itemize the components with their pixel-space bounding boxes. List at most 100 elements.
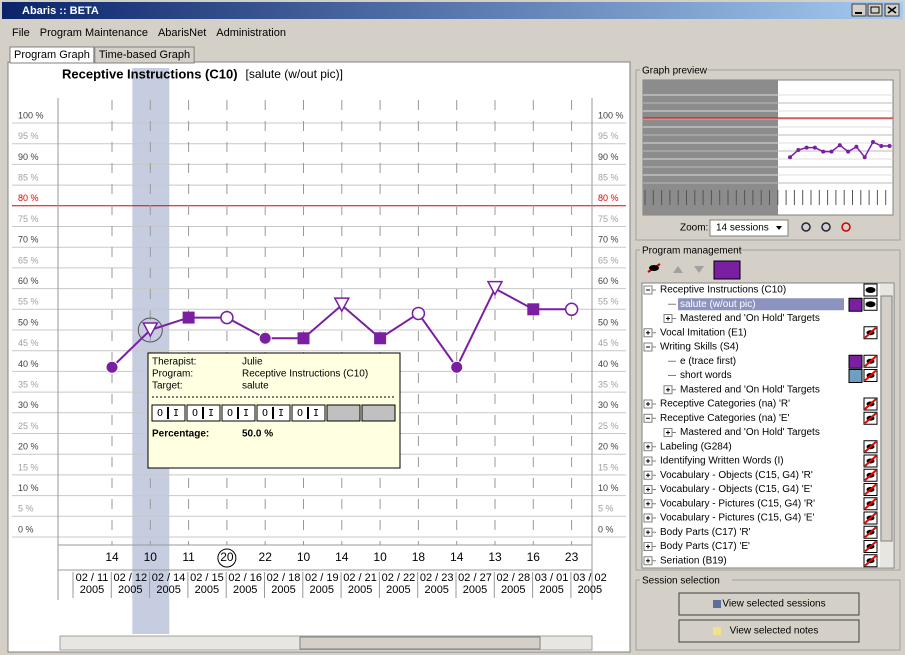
y-tick-label: 5 % (18, 504, 34, 514)
item-cross[interactable] (864, 498, 877, 510)
tool-eye[interactable] (649, 265, 659, 271)
tree-item[interactable]: Vocabulary - Pictures (C15, G4) 'R' (660, 498, 815, 509)
tree-item[interactable]: Body Parts (C17) 'E' (660, 541, 750, 552)
button[interactable] (678, 619, 860, 643)
group-title-bg (640, 65, 708, 75)
tree-item[interactable]: short words (680, 370, 732, 381)
tab[interactable] (94, 46, 195, 64)
item-cross[interactable] (864, 483, 877, 496)
button-icon[interactable] (713, 627, 721, 635)
y-tick-label: 40 % (18, 359, 39, 369)
menu-item[interactable]: Program Maintenance (40, 27, 148, 39)
zoom-btn[interactable] (801, 222, 811, 232)
item-color[interactable] (848, 369, 863, 383)
button[interactable] (678, 592, 860, 616)
preview-point (812, 145, 817, 150)
window-title: Abaris :: BETA (22, 5, 99, 17)
h-scroll-thumb[interactable] (299, 636, 541, 650)
item-color[interactable] (848, 297, 863, 312)
year: 2005 (156, 584, 180, 596)
zoom-combo[interactable] (709, 219, 789, 237)
point (411, 306, 426, 321)
tab[interactable] (9, 46, 95, 64)
item-cross[interactable] (864, 469, 877, 481)
tree-item[interactable]: Mastered and 'On Hold' Targets (680, 313, 820, 324)
tree-scroll-thumb[interactable] (880, 295, 893, 542)
tree-item[interactable]: Receptive Categories (na) 'E' (660, 413, 790, 424)
tree-item[interactable]: Vocabulary - Objects (C15, G4) 'R' (660, 470, 813, 481)
button-icon[interactable] (713, 600, 721, 608)
tab-label[interactable]: Program Graph (14, 49, 90, 61)
point (105, 360, 119, 374)
tool-up[interactable] (673, 266, 683, 273)
button-label[interactable]: View selected notes (730, 626, 819, 637)
year: 2005 (463, 584, 487, 596)
y-tick-label: 100 % (18, 110, 44, 120)
item-eye[interactable] (865, 287, 876, 293)
item-cross[interactable] (864, 441, 877, 453)
tree-item[interactable]: Mastered and 'On Hold' Targets (680, 427, 820, 438)
tree-item[interactable]: Labeling (G284) (660, 441, 732, 452)
year: 2005 (424, 584, 448, 596)
item-cross[interactable] (864, 512, 877, 524)
tree-item[interactable]: Identifying Written Words (I) (660, 456, 784, 467)
tool-color[interactable] (713, 260, 741, 280)
tree-item[interactable]: Vocal Imitation (E1) (660, 327, 747, 338)
tree-item[interactable]: Vocabulary - Pictures (C15, G4) 'E' (660, 513, 815, 524)
y-tick-label: 0 % (18, 524, 34, 534)
tab-label[interactable]: Time-based Graph (99, 49, 190, 61)
tree-item[interactable]: Vocabulary - Objects (C15, G4) 'E' (660, 484, 812, 495)
y-tick-label-right: 15 % (598, 462, 619, 472)
point (486, 280, 504, 297)
tooltip-pct-label: Percentage: (152, 429, 209, 440)
window-buttons[interactable] (851, 3, 900, 17)
item-cross[interactable] (864, 398, 877, 410)
y-tick-label: 75 % (18, 214, 39, 224)
trial-mark: I (243, 408, 249, 419)
item-cross[interactable] (864, 526, 877, 538)
zoom-reset[interactable] (841, 222, 851, 232)
item-cross[interactable] (864, 412, 877, 424)
combo-arrow[interactable] (776, 226, 782, 230)
y-tick-label: 45 % (18, 338, 39, 348)
tooltip-value: salute (242, 381, 269, 392)
tool-down[interactable] (694, 266, 704, 273)
session-count: 16 (527, 550, 541, 564)
tree-item[interactable]: Receptive Instructions (C10) (660, 285, 786, 296)
menu-item[interactable]: File (12, 27, 30, 39)
tree-item[interactable]: e (trace first) (680, 356, 736, 367)
item-cross[interactable] (864, 540, 877, 553)
date: 02 / 18 (267, 572, 301, 584)
y-tick-label-right: 50 % (598, 317, 619, 327)
zoom-btn[interactable] (821, 222, 831, 232)
date: 02 / 16 (228, 572, 262, 584)
tree-item[interactable]: salute (w/out pic) (680, 299, 756, 310)
tree-item[interactable]: Receptive Categories (na) 'R' (660, 399, 790, 410)
date: 02 / 21 (343, 572, 377, 584)
item-color[interactable] (848, 354, 863, 369)
item-cross[interactable] (864, 455, 877, 467)
zoom-value[interactable]: 14 sessions (716, 223, 769, 234)
tree-item[interactable]: Mastered and 'On Hold' Targets (680, 384, 820, 395)
item-cross[interactable] (864, 355, 877, 367)
button-label[interactable]: View selected sessions (722, 599, 825, 610)
item-cross[interactable] (864, 369, 877, 382)
date: 02 / 12 (113, 572, 147, 584)
item-eye[interactable] (865, 301, 876, 308)
y-tick-label-right: 30 % (598, 400, 619, 410)
menu-item[interactable]: Administration (216, 27, 286, 39)
item-cross[interactable] (864, 327, 877, 339)
tree[interactable] (641, 282, 895, 569)
item-cross[interactable] (864, 555, 877, 567)
y-tick-label: 60 % (18, 276, 39, 286)
tree-item[interactable]: Seriation (B19) (660, 555, 727, 566)
trial-mark: I (278, 408, 284, 419)
tree-item[interactable]: Body Parts (C17) 'R' (660, 527, 751, 538)
year: 2005 (539, 584, 563, 596)
date: 02 / 15 (190, 572, 224, 584)
tree-item[interactable]: Writing Skills (S4) (660, 342, 739, 353)
year: 2005 (386, 584, 410, 596)
preview-point (862, 155, 867, 160)
y-tick-label: 85 % (18, 172, 39, 182)
menu-item[interactable]: AbarisNet (158, 27, 206, 39)
